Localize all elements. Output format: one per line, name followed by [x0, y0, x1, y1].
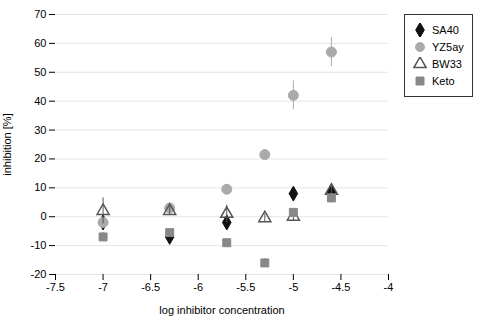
svg-text:70: 70: [34, 8, 46, 20]
html-text:BW33: BW33: [432, 58, 462, 70]
svg-text:10: 10: [34, 181, 46, 193]
svg-text:40: 40: [34, 95, 46, 107]
html-text:SA40: SA40: [432, 24, 459, 36]
svg-text:30: 30: [34, 124, 46, 136]
svg-text:-10: -10: [31, 239, 47, 251]
svg-text:-6: -6: [193, 281, 203, 293]
svg-text:-6.5: -6.5: [141, 281, 160, 293]
svg-text:50: 50: [34, 66, 46, 78]
svg-text:log inhibitor concentration: log inhibitor concentration: [159, 304, 284, 316]
svg-text:-7: -7: [98, 281, 108, 293]
html-text:YZ5ay: YZ5ay: [432, 41, 464, 53]
svg-text:-5.5: -5.5: [236, 281, 255, 293]
svg-text:-20: -20: [31, 268, 47, 280]
svg-text:-5: -5: [288, 281, 298, 293]
svg-text:inhibition [%]: inhibition [%]: [1, 113, 13, 175]
svg-text:-4: -4: [384, 281, 394, 293]
html-text:Keto: Keto: [432, 75, 455, 87]
svg-text:20: 20: [34, 152, 46, 164]
svg-text:60: 60: [34, 37, 46, 49]
svg-text:-4.5: -4.5: [331, 281, 350, 293]
svg-text:-7.5: -7.5: [46, 281, 65, 293]
svg-text:0: 0: [40, 210, 46, 222]
